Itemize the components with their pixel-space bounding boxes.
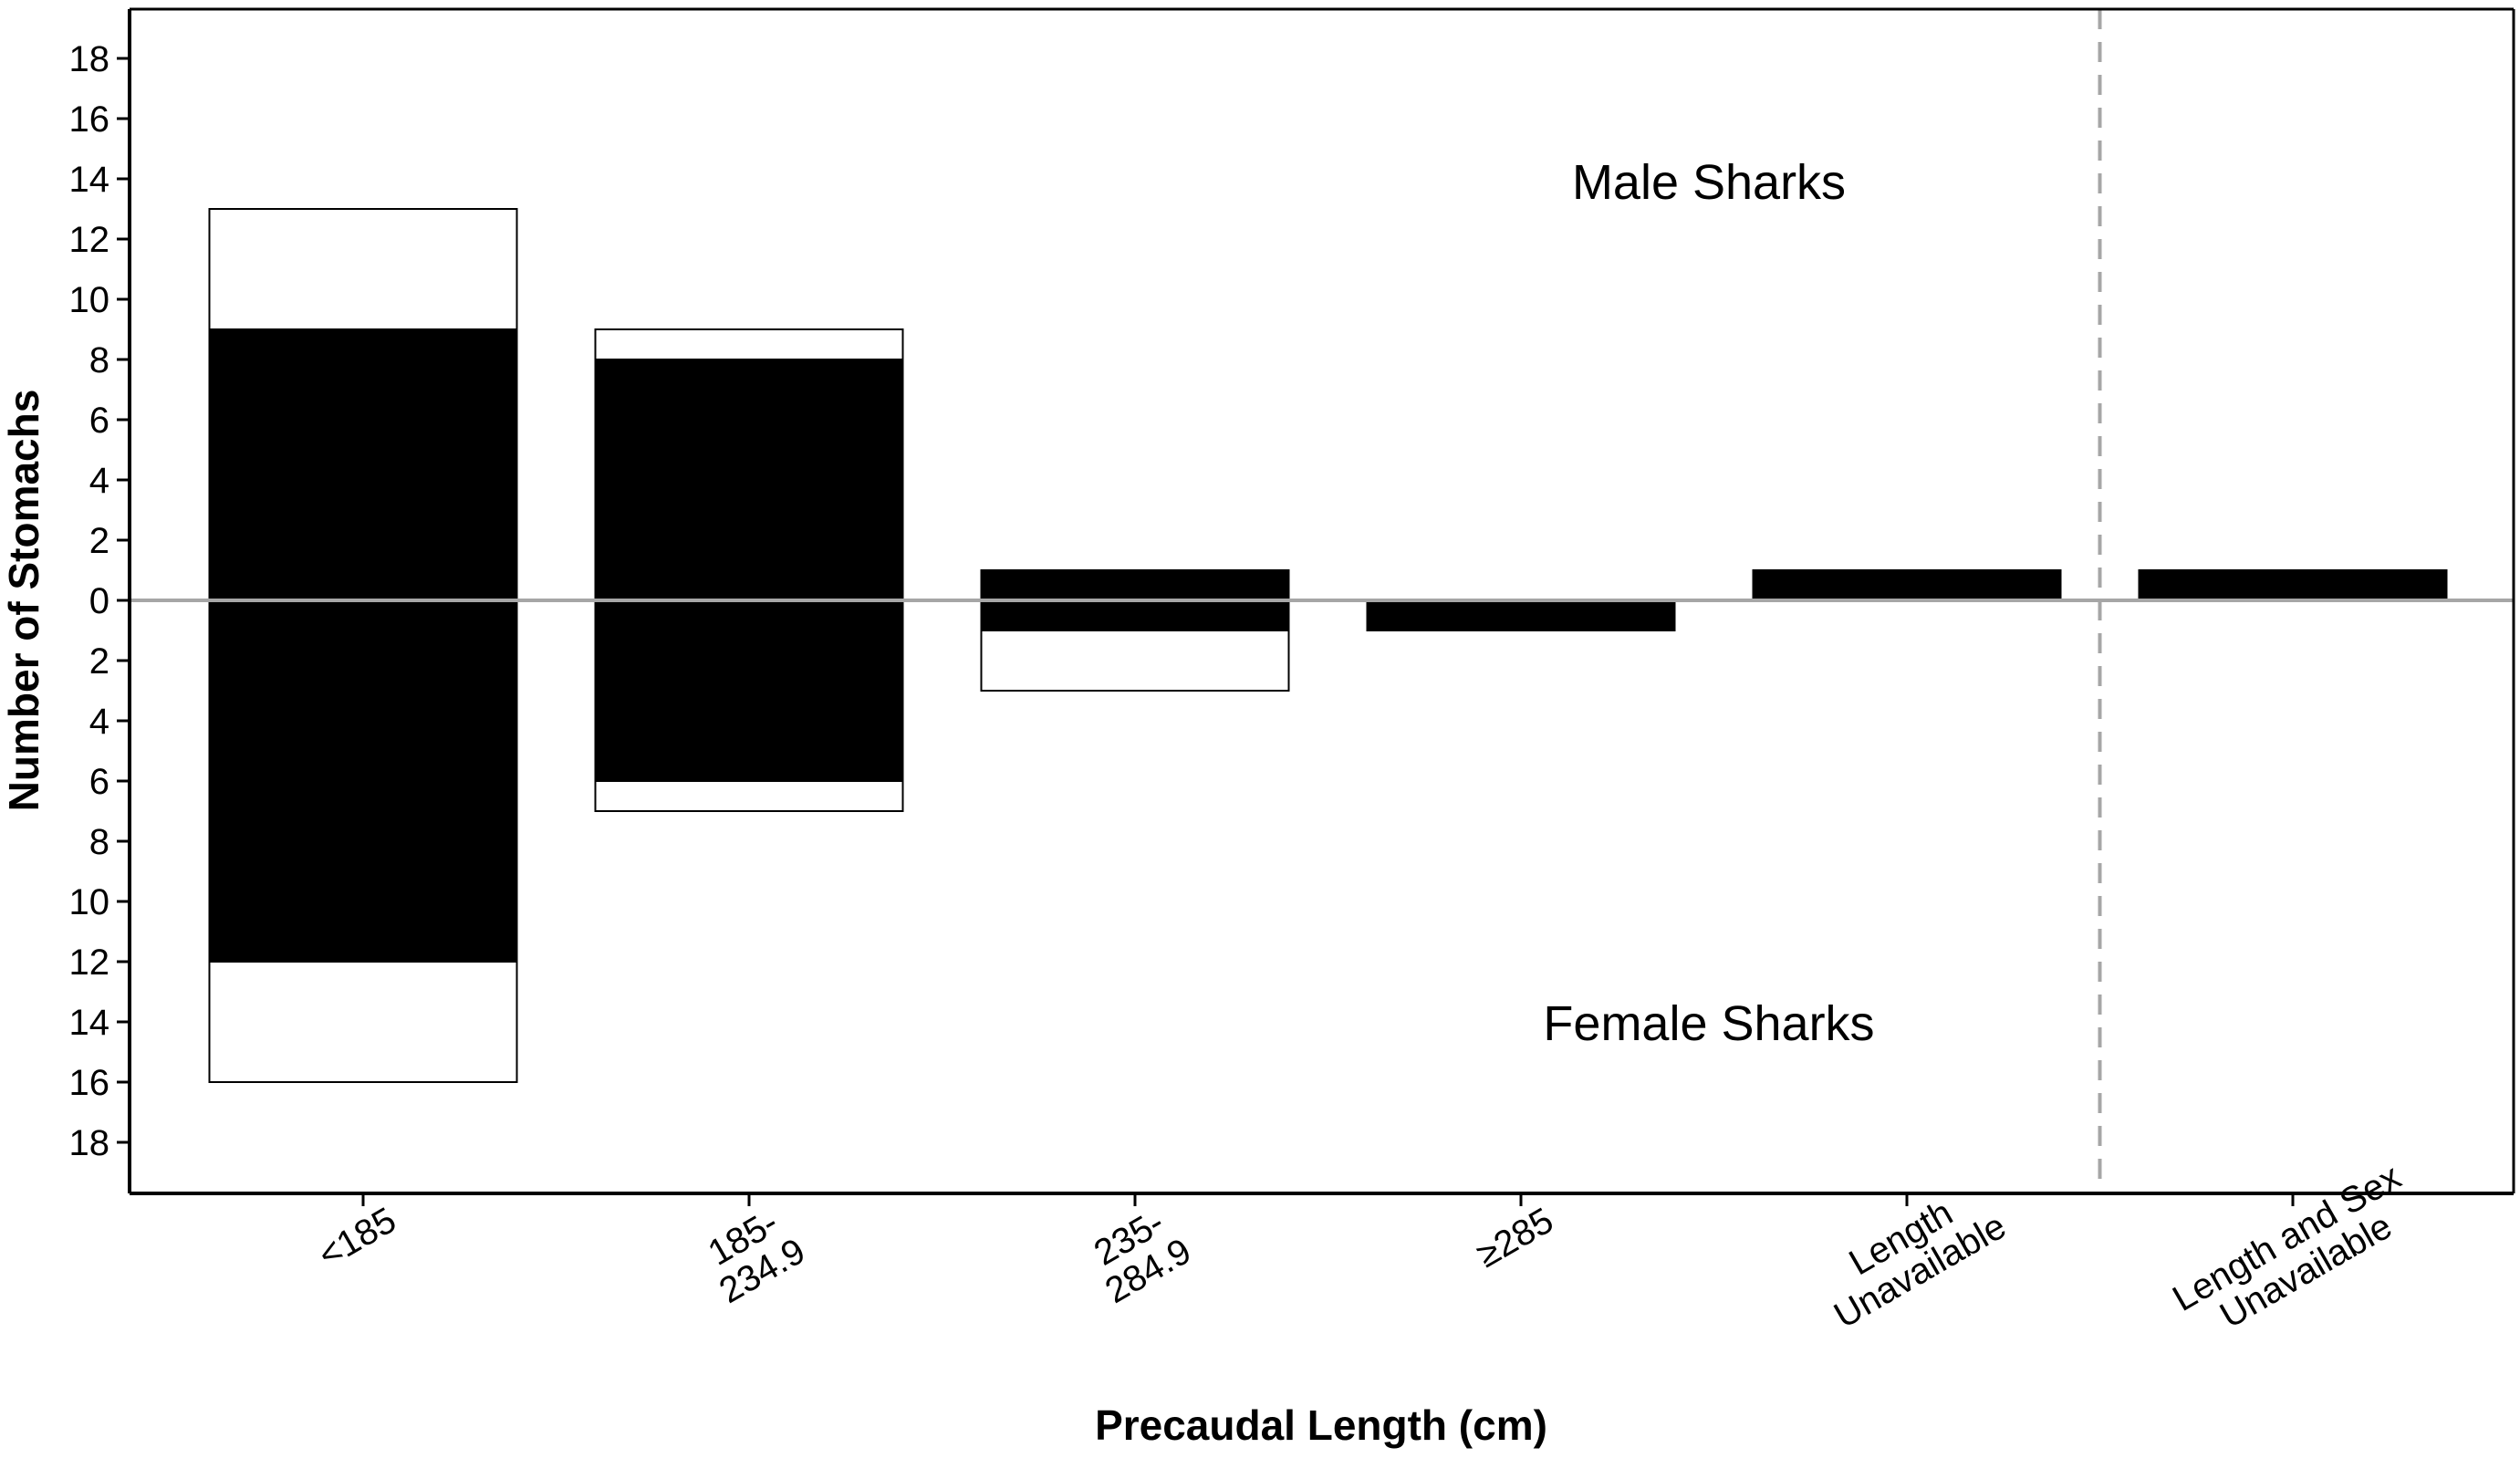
x-category-label-5: Length and SexUnavailable bbox=[2166, 1157, 2427, 1353]
y-tick-label-12: 6 bbox=[89, 762, 109, 802]
y-tick-label-11: 4 bbox=[89, 702, 109, 742]
y-tick-label-8: 2 bbox=[89, 521, 109, 561]
bar-male-filled-4 bbox=[1752, 569, 2062, 601]
bar-male-filled-5 bbox=[2138, 569, 2448, 601]
x-ticks: <185 185-234.9 235-284.9 ≥285 LengthUnavaila… bbox=[311, 1157, 2427, 1353]
bar-male-open-1 bbox=[594, 328, 904, 360]
female-sharks-annotation: Female Sharks bbox=[1543, 996, 1874, 1051]
y-tick-label-0: 18 bbox=[69, 39, 110, 79]
y-tick-label-6: 6 bbox=[89, 401, 109, 441]
x-category-label-0: <185 bbox=[311, 1200, 402, 1276]
y-tick-label-15: 12 bbox=[69, 942, 110, 983]
x-category-label-4: LengthUnavailable bbox=[1808, 1172, 2013, 1336]
y-tick-label-5: 8 bbox=[89, 340, 109, 380]
y-tick-label-3: 12 bbox=[69, 220, 110, 260]
bars-layer bbox=[208, 208, 2448, 1083]
y-tick-label-2: 14 bbox=[69, 160, 110, 200]
y-tick-label-18: 18 bbox=[69, 1123, 110, 1163]
bar-male-filled-1 bbox=[594, 359, 904, 601]
bar-female-filled-1 bbox=[594, 599, 904, 782]
bar-female-filled-0 bbox=[208, 599, 518, 963]
x-category-label-1: 185-234.9 bbox=[693, 1198, 812, 1312]
bar-female-filled-2 bbox=[980, 599, 1290, 631]
y-tick-label-17: 16 bbox=[69, 1063, 110, 1103]
x-category-label-line: ≥285 bbox=[1470, 1201, 1560, 1276]
bar-male-open-0 bbox=[208, 208, 518, 330]
y-tick-label-10: 2 bbox=[89, 641, 109, 682]
y-tick-label-7: 4 bbox=[89, 461, 109, 501]
x-axis-title: Precaudal Length (cm) bbox=[1095, 1401, 1547, 1449]
bar-female-open-0 bbox=[208, 961, 518, 1083]
y-tick-label-9: 0 bbox=[89, 581, 109, 621]
bar-male-filled-2 bbox=[980, 569, 1290, 601]
y-tick-label-14: 10 bbox=[69, 882, 110, 922]
male-sharks-annotation: Male Sharks bbox=[1572, 155, 1846, 210]
bar-female-filled-3 bbox=[1366, 599, 1676, 631]
bar-female-open-1 bbox=[594, 780, 904, 812]
y-tick-label-1: 16 bbox=[69, 99, 110, 140]
y-tick-label-13: 8 bbox=[89, 822, 109, 862]
y-axis-title: Number of Stomachs bbox=[0, 390, 47, 812]
y-ticks: 18 16 14 12 10 8 6 4 2 0 2 4 6 8 10 12 14 16 18 bbox=[69, 39, 130, 1163]
x-category-label-3: ≥285 bbox=[1470, 1201, 1560, 1276]
bar-female-open-2 bbox=[980, 630, 1290, 692]
bar-male-filled-0 bbox=[208, 328, 518, 601]
y-tick-label-4: 10 bbox=[69, 280, 110, 320]
x-category-label-line: <185 bbox=[311, 1200, 402, 1276]
x-category-label-2: 235-284.9 bbox=[1079, 1198, 1198, 1312]
y-tick-label-16: 14 bbox=[69, 1003, 110, 1043]
